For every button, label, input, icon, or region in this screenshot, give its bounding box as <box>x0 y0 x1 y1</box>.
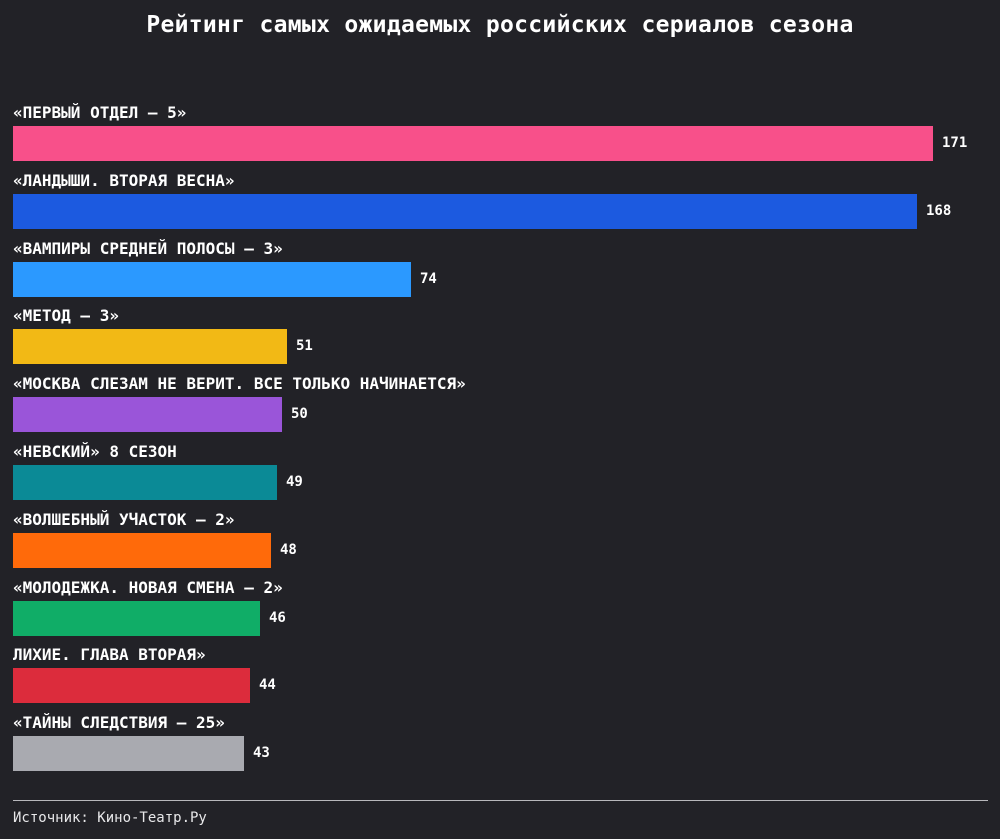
bar-value-label: 74 <box>420 270 437 287</box>
bar-row: «МЕТОД — 3» 51 <box>13 306 993 376</box>
bar-value-label: 43 <box>253 745 270 762</box>
bar-row: «МОСКВА СЛЕЗАМ НЕ ВЕРИТ. ВСЕ ТОЛЬКО НАЧИ… <box>13 374 993 444</box>
bar-label: «ЛАНДЫШИ. ВТОРАЯ ВЕСНА» <box>13 170 235 190</box>
bar-label: «МОСКВА СЛЕЗАМ НЕ ВЕРИТ. ВСЕ ТОЛЬКО НАЧИ… <box>13 374 466 394</box>
bar-row: «ТАЙНЫ СЛЕДСТВИЯ — 25» 43 <box>13 713 993 783</box>
bar <box>13 668 250 704</box>
chart-title: Рейтинг самых ожидаемых российских сериа… <box>146 12 854 38</box>
bar <box>13 126 933 161</box>
bar-label: «ТАЙНЫ СЛЕДСТВИЯ — 25» <box>13 713 225 733</box>
bar-label: «ВАМПИРЫ СРЕДНЕЙ ПОЛОСЫ — 3» <box>13 238 283 258</box>
bar-row: «ЛАНДЫШИ. ВТОРАЯ ВЕСНА» 168 <box>13 171 993 241</box>
bar <box>13 397 282 433</box>
source-note: Источник: Кино-Театр.Ру <box>13 810 207 826</box>
bar-row: «ВАМПИРЫ СРЕДНЕЙ ПОЛОСЫ — 3» 74 <box>13 239 993 309</box>
bar <box>13 600 260 636</box>
bar <box>13 261 411 297</box>
bar-value-label: 44 <box>259 677 276 694</box>
bar-value-label: 46 <box>269 609 286 626</box>
bar-value-label: 50 <box>291 406 308 423</box>
bar-label: «МОЛОДЕЖКА. НОВАЯ СМЕНА — 2» <box>13 577 283 597</box>
bar-value-label: 51 <box>296 338 313 355</box>
bar <box>13 465 277 500</box>
bar-label: «МЕТОД — 3» <box>13 306 119 326</box>
bar-row: «ВОЛШЕБНЫЙ УЧАСТОК — 2» 48 <box>13 510 993 580</box>
bar-value-label: 171 <box>942 135 968 151</box>
bar-value-label: 168 <box>926 202 952 219</box>
bar-value-label: 49 <box>286 474 303 490</box>
bar-label: «ВОЛШЕБНЫЙ УЧАСТОК — 2» <box>13 509 235 529</box>
bar <box>13 193 917 229</box>
bar <box>13 736 244 772</box>
bar-label: «НЕВСКИЙ» 8 СЕЗОН <box>13 442 177 461</box>
bar-row: ЛИХИЕ. ГЛАВА ВТОРАЯ» 44 <box>13 645 993 715</box>
bar-row: «НЕВСКИЙ» 8 СЕЗОН 49 <box>13 442 993 512</box>
bar <box>13 329 287 365</box>
bar-label: ЛИХИЕ. ГЛАВА ВТОРАЯ» <box>13 645 206 665</box>
bar <box>13 532 271 568</box>
bar-row: «МОЛОДЕЖКА. НОВАЯ СМЕНА — 2» 46 <box>13 578 993 648</box>
bar-value-label: 48 <box>280 541 297 558</box>
bar-label: «ПЕРВЫЙ ОТДЕЛ — 5» <box>13 103 187 122</box>
bar-row: «ПЕРВЫЙ ОТДЕЛ — 5» 171 <box>13 103 993 173</box>
footer-divider <box>13 800 988 801</box>
